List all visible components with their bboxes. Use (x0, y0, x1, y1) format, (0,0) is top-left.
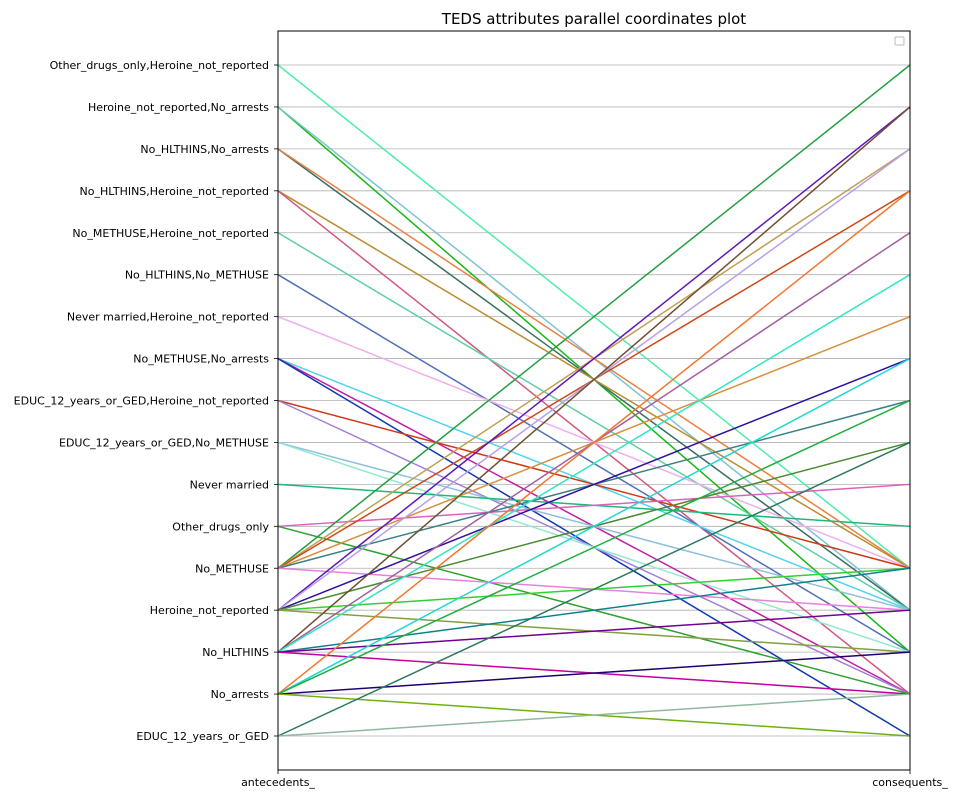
y-tick-label: No_arrests (211, 688, 270, 701)
series-line (277, 357, 911, 695)
y-tick-label: Other_drugs_only,Heroine_not_reported (50, 59, 269, 72)
series-line (277, 190, 911, 695)
y-tick-label: No_HLTHINS (202, 646, 269, 659)
y-tick-label: EDUC_12_years_or_GED (136, 730, 269, 743)
y-tick-label: Heroine_not_reported (150, 604, 269, 617)
y-tick-label: Never married (190, 478, 269, 491)
y-tick-label: No_HLTHINS,No_arrests (140, 143, 269, 156)
series-line (277, 232, 911, 611)
x-tick-label: antecedents_ (241, 776, 315, 789)
series-line (277, 399, 911, 695)
legend-box (894, 36, 905, 46)
series-line (277, 106, 911, 653)
y-tick-label: No_HLTHINS,Heroine_not_reported (80, 185, 270, 198)
y-tick-label: No_METHUSE,Heroine_not_reported (72, 227, 269, 240)
series-line (277, 64, 911, 569)
y-tick-label: Other_drugs_only (172, 520, 269, 533)
chart-title: TEDS attributes parallel coordinates plo… (441, 10, 747, 28)
y-tick-label: Never married,Heroine_not_reported (67, 311, 269, 324)
series-line (277, 693, 911, 737)
series-line (277, 274, 911, 653)
y-tick-label: EDUC_12_years_or_GED,No_METHUSE (59, 436, 269, 449)
series-line (277, 441, 911, 737)
y-tick-label: No_HLTHINS,No_METHUSE (125, 269, 269, 282)
series-lines (277, 64, 911, 737)
x-tick-label: consequents_ (872, 776, 948, 789)
y-tick-label: EDUC_12_years_or_GED,Heroine_not_reporte… (14, 395, 269, 408)
y-tick-label: No_METHUSE,No_arrests (133, 353, 269, 366)
series-line (277, 357, 911, 611)
x-tick-labels: antecedents_ consequents_ (241, 770, 948, 789)
y-tick-label: No_METHUSE (195, 562, 269, 575)
y-tick-label: Heroine_not_reported,No_arrests (88, 101, 269, 114)
series-line (277, 106, 911, 611)
y-tick-labels: EDUC_12_years_or_GED No_arrests No_HLTHINS… (14, 59, 278, 743)
